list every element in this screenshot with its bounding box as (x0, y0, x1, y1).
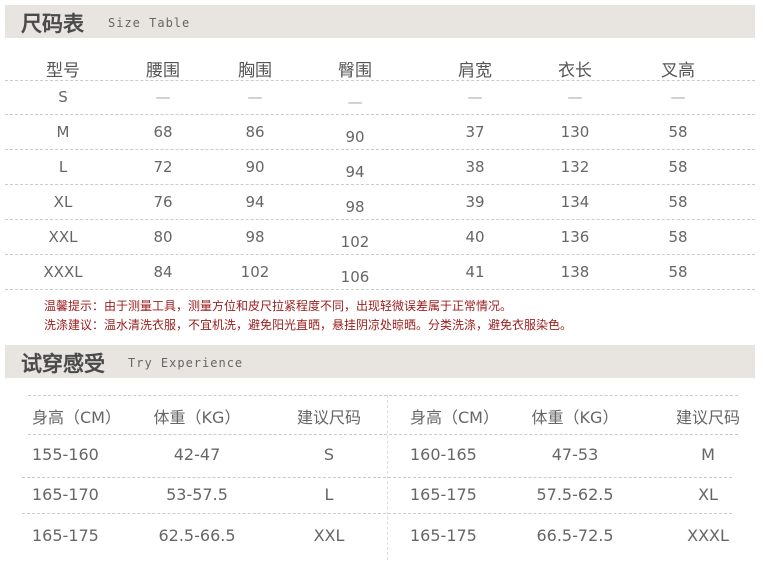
table-cell: 58 (668, 263, 688, 281)
row-divider (5, 114, 755, 115)
table-cell: 41 (465, 263, 485, 281)
table-cell: 57.5-62.5 (536, 485, 614, 504)
table-cell: 86 (245, 123, 265, 141)
row-divider (28, 434, 738, 435)
table-cell: XXXL (687, 526, 729, 545)
table-cell: 39 (465, 193, 485, 211)
column-header: 身高（CM） (32, 408, 121, 427)
table-cell: 134 (560, 193, 590, 211)
table-cell: 102 (340, 233, 370, 251)
column-header: 体重（KG） (531, 408, 619, 427)
table-cell: 165-175 (32, 526, 99, 545)
table-cell: 132 (560, 158, 590, 176)
table-cell: XL (698, 485, 718, 504)
table-cell: 138 (560, 263, 590, 281)
table-cell: L (324, 485, 334, 504)
column-header: 型号 (46, 61, 80, 81)
table-cell: 42-47 (173, 445, 221, 464)
table-cell: M (56, 123, 70, 141)
column-header: 身高（CM） (410, 408, 499, 427)
table-cell: 58 (668, 193, 688, 211)
column-header: 肩宽 (458, 61, 492, 81)
column-header: 建议尺码 (296, 408, 362, 427)
table-cell: 136 (560, 228, 590, 246)
table-cell: 47-53 (551, 445, 599, 464)
row-divider (5, 149, 755, 150)
table-cell: 58 (668, 123, 688, 141)
table-cell: 58 (668, 158, 688, 176)
table-cell: XL (53, 193, 73, 211)
table-cell: — (670, 88, 686, 106)
table-cell: 155-160 (32, 445, 99, 464)
table-cell: 38 (465, 158, 485, 176)
table-cell: 106 (340, 268, 370, 286)
row-divider (22, 477, 732, 478)
table-cell: 165-175 (410, 485, 477, 504)
table-cell: 40 (465, 228, 485, 246)
measurement-note: 温馨提示：由于测量工具，测量方位和皮尺拉紧程度不同，出现轻微误差属于正常情况。 (44, 299, 513, 313)
table-cell: S (58, 88, 68, 106)
row-divider (5, 254, 755, 255)
table-cell: 68 (153, 123, 173, 141)
size-table-subtitle: Size Table (108, 16, 191, 30)
row-divider (5, 80, 755, 81)
row-divider (5, 219, 755, 220)
column-header: 腰围 (146, 61, 180, 81)
table-cell: 80 (153, 228, 173, 246)
table-cell: 37 (465, 123, 485, 141)
table-cell: — (567, 88, 583, 106)
table-cell: 62.5-66.5 (158, 526, 236, 545)
size-table-title: 尺码表 (21, 12, 84, 36)
table-cell: 165-175 (410, 526, 477, 545)
column-header: 臀围 (338, 61, 372, 81)
row-divider (28, 395, 738, 396)
column-header: 叉高 (661, 61, 695, 81)
table-cell: 98 (245, 228, 265, 246)
fit-title: 试穿感受 (21, 352, 105, 376)
table-cell: 165-170 (32, 485, 99, 504)
table-cell: 94 (245, 193, 265, 211)
table-cell: 84 (153, 263, 173, 281)
table-cell: L (58, 158, 68, 176)
fit-header-bar: 试穿感受 Try Experience (5, 345, 755, 378)
table-cell: 102 (240, 263, 270, 281)
table-cell: XXL (313, 526, 345, 545)
table-cell: 94 (345, 163, 365, 181)
washing-note: 洗涤建议：温水清洗衣服，不宜机洗，避免阳光直晒，悬挂阴凉处晾晒。分类洗涤，避免衣… (44, 318, 573, 332)
table-cell: 90 (245, 158, 265, 176)
column-header: 建议尺码 (675, 408, 741, 427)
table-cell: 160-165 (410, 445, 477, 464)
column-header: 衣长 (558, 61, 592, 81)
column-header: 胸围 (238, 61, 272, 81)
row-divider (5, 184, 755, 185)
table-cell: 130 (560, 123, 590, 141)
row-divider (5, 289, 755, 290)
table-cell: XXXL (43, 263, 83, 281)
size-table-header-bar: 尺码表 Size Table (5, 5, 755, 38)
table-cell: 53-57.5 (166, 485, 228, 504)
table-cell: — (467, 88, 483, 106)
table-cell: 66.5-72.5 (536, 526, 614, 545)
table-cell: — (347, 93, 363, 111)
table-cell: 72 (153, 158, 173, 176)
table-cell: — (155, 88, 171, 106)
table-cell: S (323, 445, 335, 464)
table-cell: 76 (153, 193, 173, 211)
table-cell: XXL (48, 228, 78, 246)
fit-subtitle: Try Experience (128, 356, 244, 370)
table-cell: — (247, 88, 263, 106)
row-divider (22, 513, 732, 514)
table-cell: 90 (345, 128, 365, 146)
table-cell: 98 (345, 198, 365, 216)
table-cell: M (701, 445, 715, 464)
table-cell: 58 (668, 228, 688, 246)
column-header: 体重（KG） (153, 408, 241, 427)
